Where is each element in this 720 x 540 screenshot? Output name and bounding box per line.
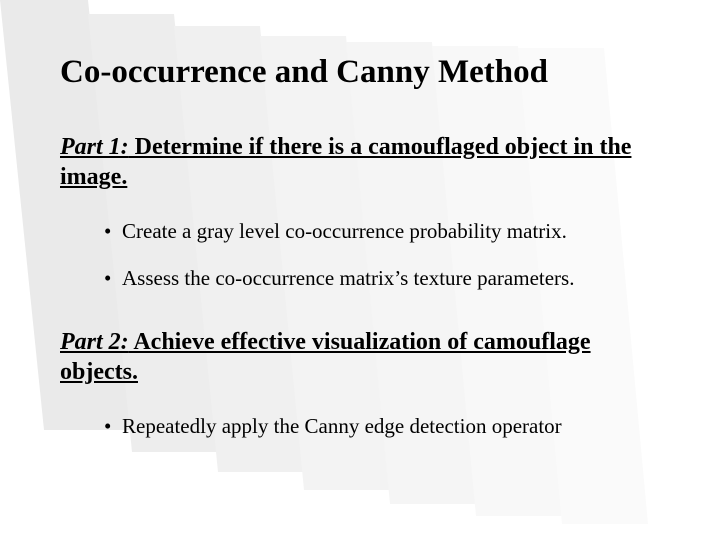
list-item: Assess the co-occurrence matrix’s textur…	[104, 265, 660, 292]
part-2-label: Part 2:	[60, 329, 129, 355]
slide-content: Co-occurrence and Canny Method Part 1: D…	[0, 0, 720, 440]
part-2: Part 2: Achieve effective visualization …	[60, 327, 660, 440]
part-1-label: Part 1:	[60, 134, 129, 160]
part-1-bullets: Create a gray level co-occurrence probab…	[60, 218, 660, 293]
part-1: Part 1: Determine if there is a camoufla…	[60, 132, 660, 293]
part-2-text: Achieve effective visualization of camou…	[60, 329, 591, 385]
slide-title: Co-occurrence and Canny Method	[60, 54, 660, 92]
part-2-bullets: Repeatedly apply the Canny edge detectio…	[60, 413, 660, 440]
list-item: Repeatedly apply the Canny edge detectio…	[104, 413, 660, 440]
part-1-text: Determine if there is a camouflaged obje…	[60, 134, 631, 190]
slide: Co-occurrence and Canny Method Part 1: D…	[0, 0, 720, 540]
part-1-heading: Part 1: Determine if there is a camoufla…	[60, 132, 660, 192]
list-item: Create a gray level co-occurrence probab…	[104, 218, 660, 245]
part-2-heading: Part 2: Achieve effective visualization …	[60, 327, 660, 387]
